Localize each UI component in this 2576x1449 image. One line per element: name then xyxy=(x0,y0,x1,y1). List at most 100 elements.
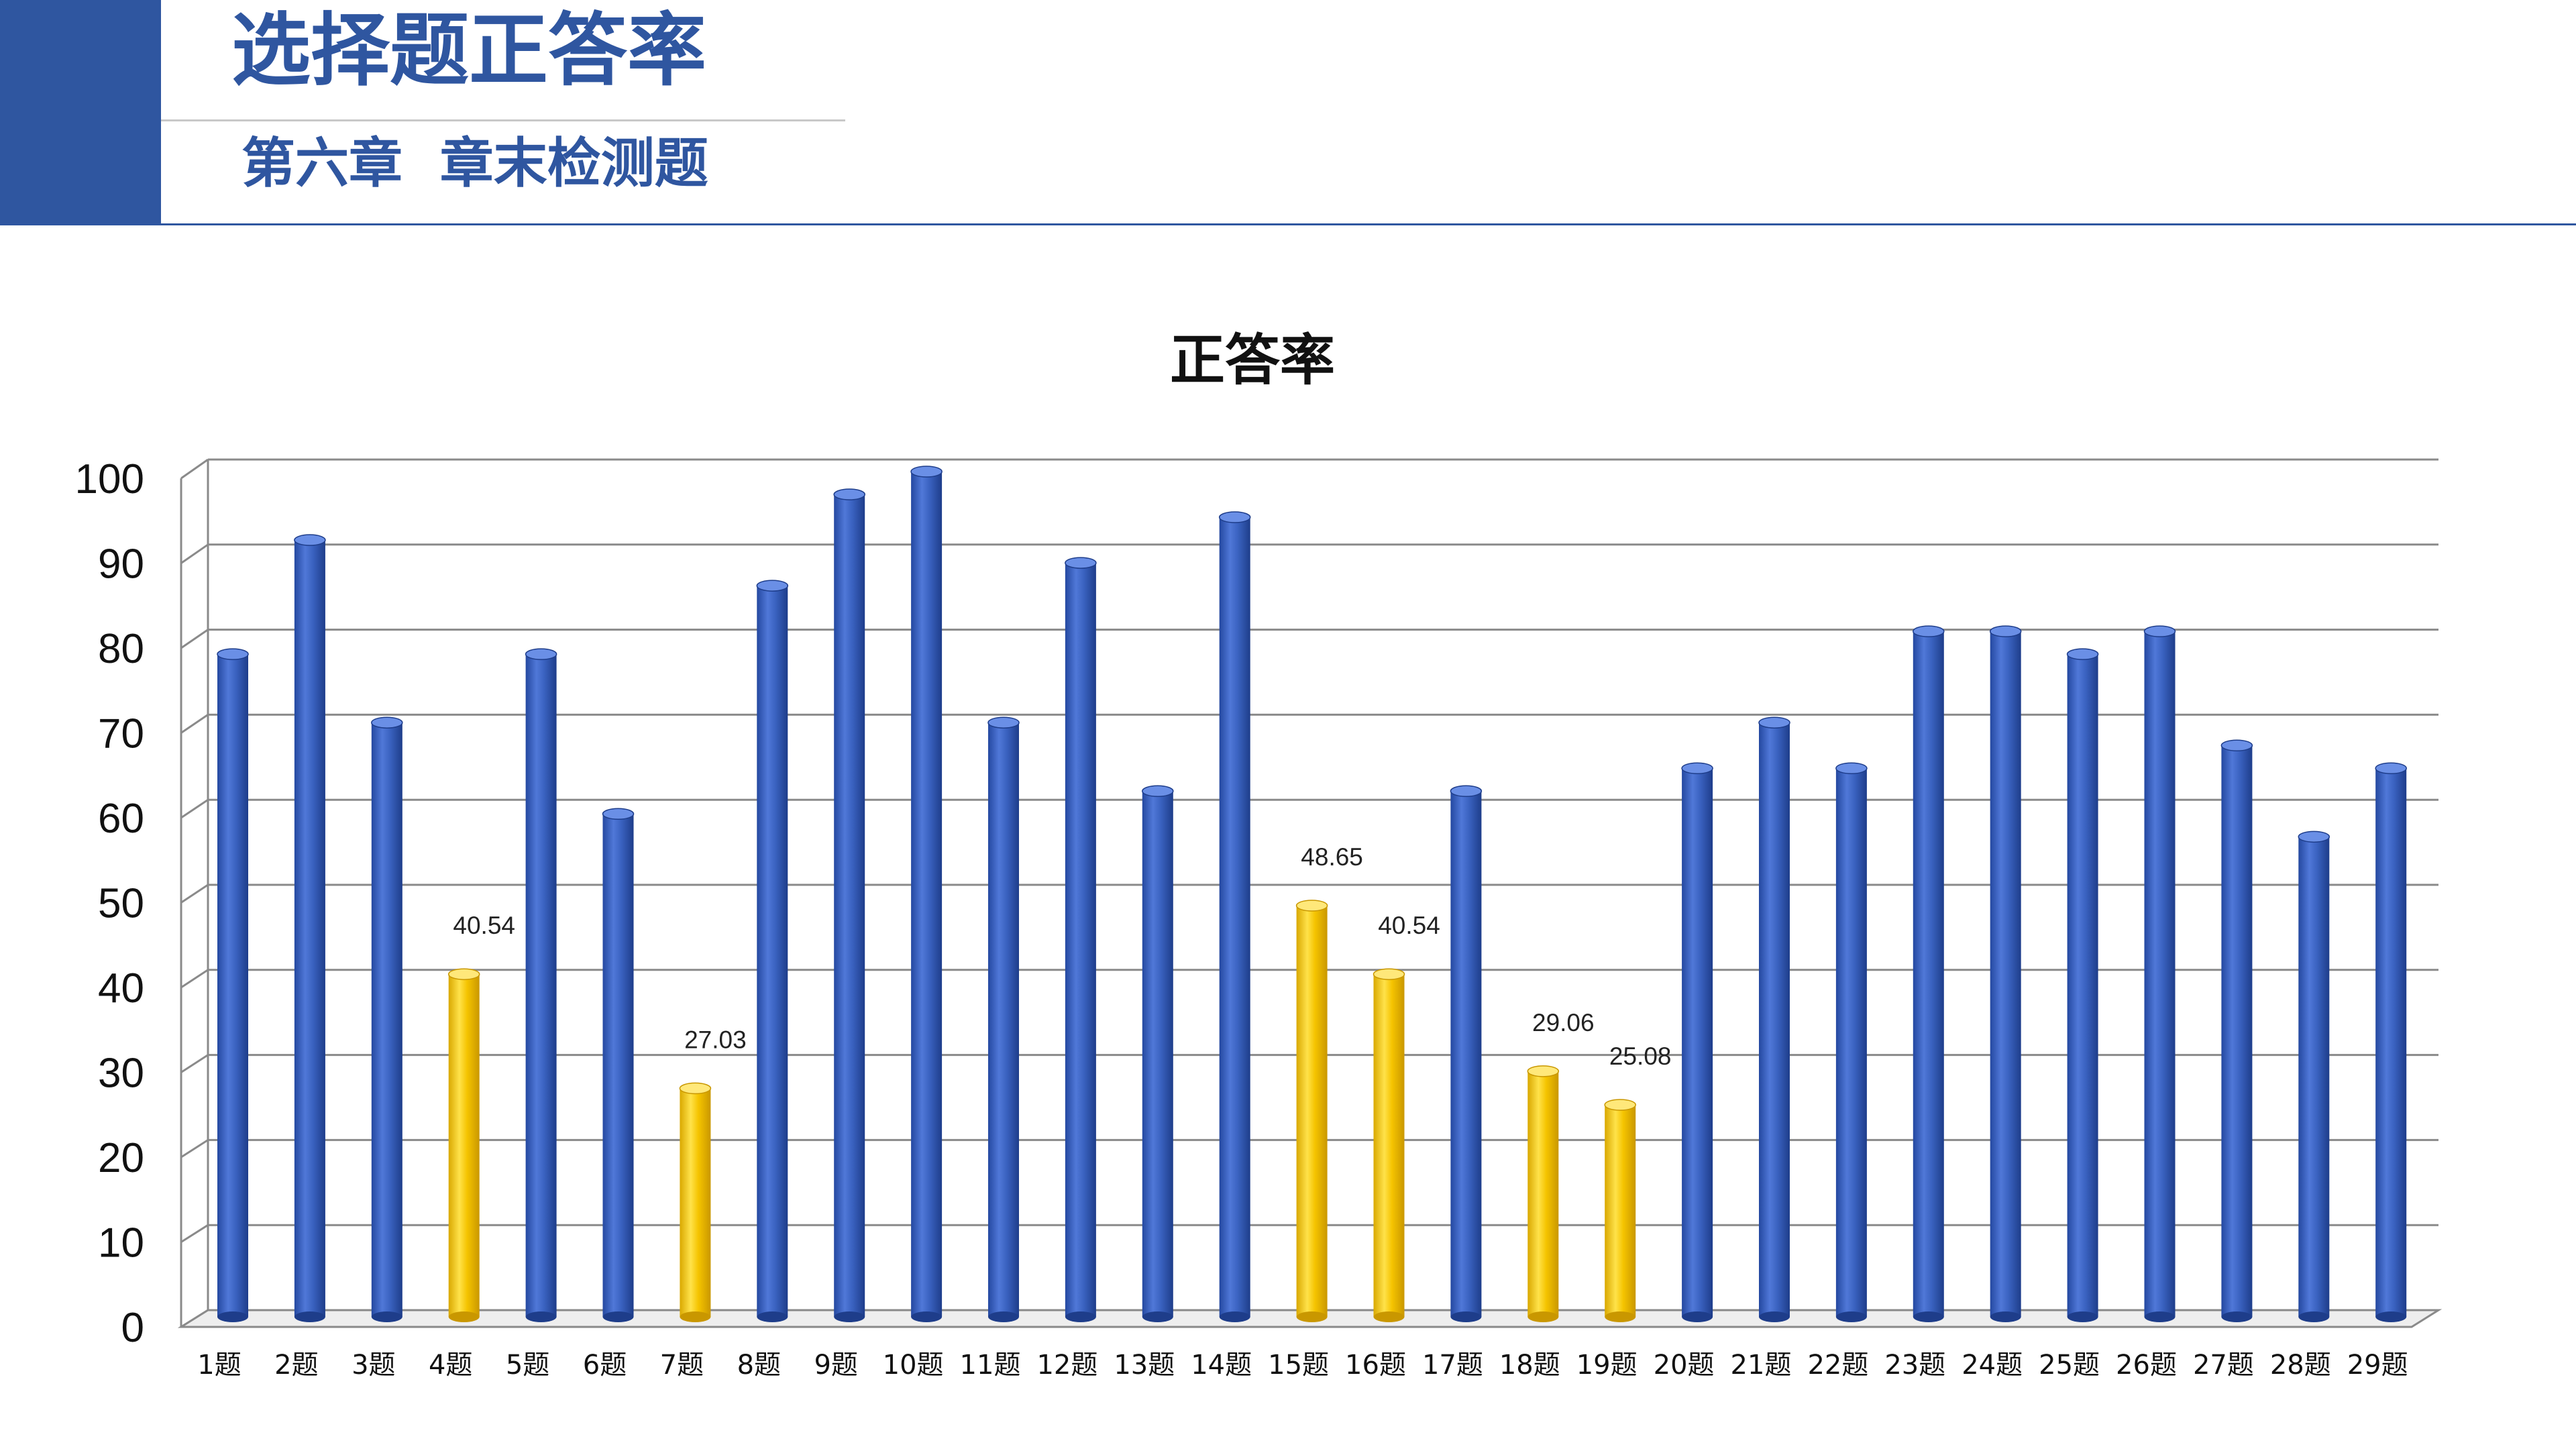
bar-cap xyxy=(447,968,480,980)
bar-24题 xyxy=(1989,625,2022,1322)
bar-body xyxy=(294,540,325,1317)
bar-cap xyxy=(1450,785,1483,798)
bar-body xyxy=(2298,837,2330,1317)
bar-body xyxy=(2375,768,2407,1317)
bar-cap xyxy=(1218,511,1251,523)
bar-4题 xyxy=(447,968,480,1322)
bar-cap xyxy=(756,580,789,592)
bar-cap xyxy=(2220,739,2253,751)
bar-body xyxy=(217,654,248,1317)
y-tick-label: 60 xyxy=(98,796,144,842)
bar-base xyxy=(448,1311,480,1322)
header-accent-block xyxy=(0,0,161,225)
bar-body xyxy=(2221,745,2253,1317)
title-divider xyxy=(161,119,845,121)
bar-5题 xyxy=(525,648,557,1322)
y-tick-label: 20 xyxy=(98,1135,144,1181)
bar-base xyxy=(988,1311,1019,1322)
bar-body xyxy=(1142,791,1173,1317)
bar-base xyxy=(1450,1311,1482,1322)
bar-base xyxy=(2221,1311,2253,1322)
x-tick-label: 4题 xyxy=(429,1350,472,1381)
y-tick-label: 40 xyxy=(98,965,144,1012)
x-tick-label: 12题 xyxy=(1036,1350,1097,1381)
bar-base xyxy=(1605,1311,1636,1322)
bar-base xyxy=(1373,1311,1405,1322)
bar-1题 xyxy=(217,648,249,1322)
x-tick-label: 22题 xyxy=(1807,1350,1868,1381)
y-tick-label: 80 xyxy=(98,626,144,672)
x-tick-label: 17题 xyxy=(1422,1350,1483,1381)
bar-base xyxy=(834,1311,865,1322)
x-tick-label: 20题 xyxy=(1654,1350,1715,1381)
x-tick-label: 14题 xyxy=(1191,1350,1252,1381)
bar-cap xyxy=(217,648,249,660)
bar-cap xyxy=(1913,625,1945,637)
gridline-edge xyxy=(180,969,209,989)
bar-cap xyxy=(1681,762,1713,775)
gridline-edge xyxy=(180,798,209,819)
bar-base xyxy=(1527,1311,1559,1322)
bar-base xyxy=(1296,1311,1328,1322)
bar-base xyxy=(1682,1311,1713,1322)
x-tick-label: 10题 xyxy=(883,1350,944,1381)
bar-cap xyxy=(1065,557,1097,569)
bar-14题 xyxy=(1218,511,1251,1322)
bar-body xyxy=(1835,768,1867,1317)
bar-body xyxy=(1605,1104,1636,1317)
x-tick-label: 18题 xyxy=(1499,1350,1560,1381)
x-tick-label: 9题 xyxy=(814,1350,857,1381)
bar-27题 xyxy=(2220,739,2253,1322)
header-divider xyxy=(161,223,2576,225)
y-tick-label: 100 xyxy=(75,456,144,502)
bar-body xyxy=(988,722,1019,1317)
bar-base xyxy=(1759,1311,1790,1322)
bar-base xyxy=(294,1311,325,1322)
page-title: 选择题正答率 xyxy=(231,4,707,97)
x-tick-label: 24题 xyxy=(1962,1350,2023,1381)
gridline-edge xyxy=(180,714,209,734)
bar-body xyxy=(2144,631,2176,1317)
bar-base xyxy=(1065,1311,1096,1322)
x-tick-label: 28题 xyxy=(2270,1350,2331,1381)
gridline-edge xyxy=(180,629,209,649)
x-tick-label: 21题 xyxy=(1731,1350,1792,1381)
bar-21题 xyxy=(1758,716,1790,1322)
bar-body xyxy=(757,586,788,1317)
data-label: 29.06 xyxy=(1532,1009,1595,1036)
bar-body xyxy=(371,722,402,1317)
bar-9题 xyxy=(833,488,865,1322)
data-label: 27.03 xyxy=(684,1026,747,1053)
bar-base xyxy=(1142,1311,1173,1322)
x-tick-label: 19题 xyxy=(1576,1350,1638,1381)
bar-11题 xyxy=(987,716,1020,1322)
bar-29题 xyxy=(2375,762,2407,1322)
bar-23题 xyxy=(1913,625,1945,1322)
x-tick-label: 5题 xyxy=(506,1350,549,1381)
bar-10题 xyxy=(910,466,943,1322)
bar-base xyxy=(2375,1311,2407,1322)
bar-base xyxy=(1913,1311,1944,1322)
x-tick-label: 25题 xyxy=(2039,1350,2100,1381)
bar-15题 xyxy=(1295,900,1328,1322)
bar-6题 xyxy=(602,808,635,1322)
y-tick-label: 0 xyxy=(121,1305,144,1351)
bar-cap xyxy=(833,488,865,500)
bar-base xyxy=(2298,1311,2330,1322)
gridline-edge xyxy=(180,1054,209,1073)
x-tick-label: 3题 xyxy=(352,1350,395,1381)
bar-22题 xyxy=(1835,762,1868,1322)
bar-body xyxy=(1759,722,1790,1317)
bar-26题 xyxy=(2143,625,2176,1322)
bar-cap xyxy=(1142,785,1174,798)
bar-body xyxy=(1296,906,1328,1317)
x-tick-label: 7题 xyxy=(660,1350,704,1381)
bar-base xyxy=(525,1311,557,1322)
bar-8题 xyxy=(756,580,789,1322)
x-tick-label: 16题 xyxy=(1345,1350,1406,1381)
bar-base xyxy=(680,1311,711,1322)
bar-cap xyxy=(294,534,326,546)
x-tick-label: 11题 xyxy=(960,1350,1021,1381)
y-tick-label: 30 xyxy=(98,1051,144,1097)
y-tick-label: 10 xyxy=(98,1220,144,1267)
